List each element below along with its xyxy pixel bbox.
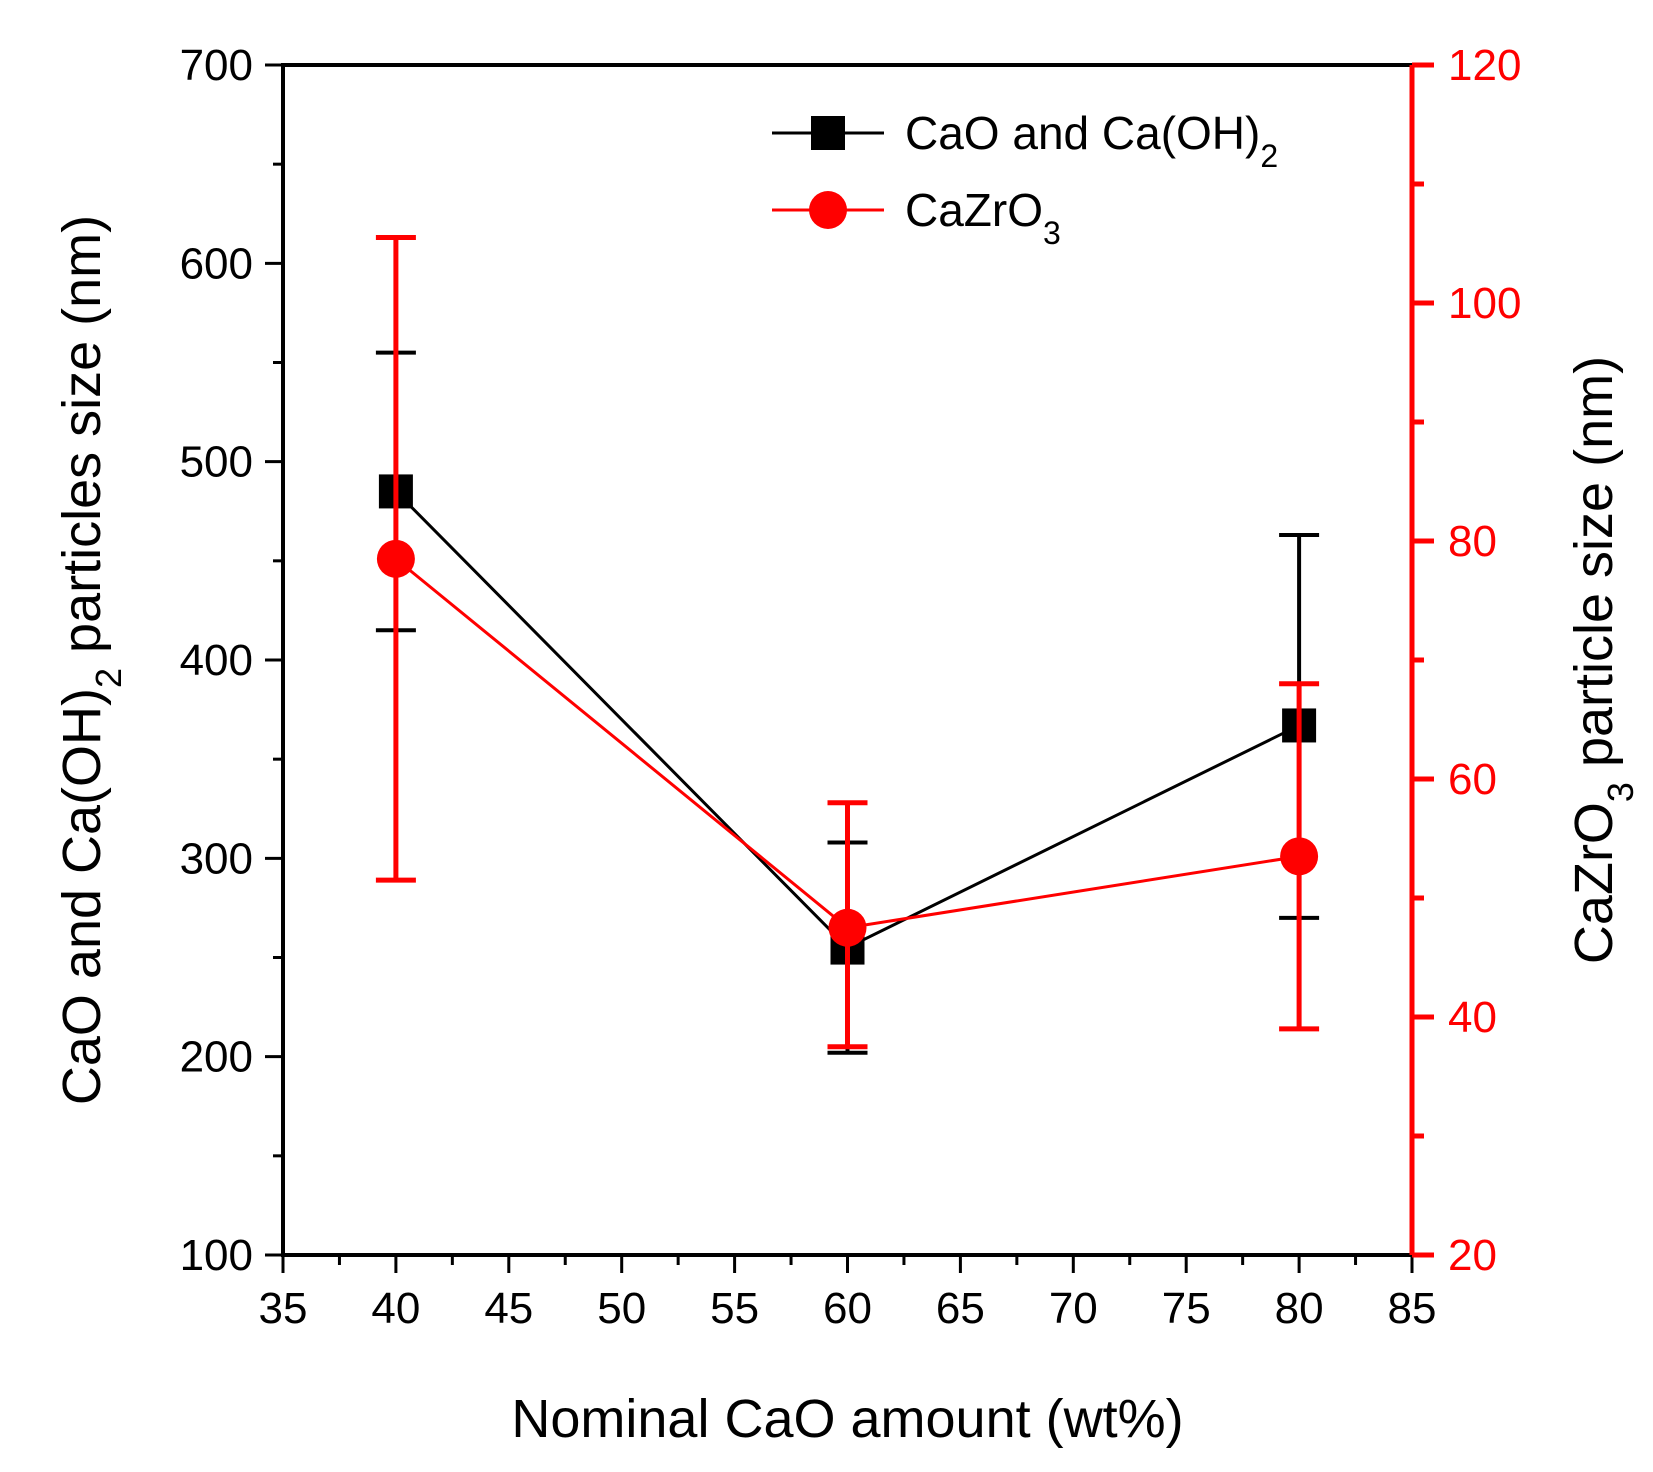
legend-cao-label-sub: 2 (1260, 138, 1278, 174)
x-tick-label: 80 (1275, 1284, 1324, 1333)
right-y-title-post: particle size (nm) (1564, 356, 1624, 782)
left-y-axis-title: CaO and Ca(OH)2 particles size (nm) (52, 215, 129, 1105)
left-y-tick-label: 600 (180, 239, 253, 288)
right-y-tick-label: 40 (1448, 993, 1497, 1042)
x-tick-label: 75 (1162, 1284, 1211, 1333)
data-point-circle-cazro3 (376, 539, 415, 578)
x-tick-label: 50 (597, 1284, 646, 1333)
right-y-tick-label: 20 (1448, 1231, 1497, 1280)
series-cazro3 (375, 235, 1320, 1050)
legend-cazro3-label: CaZrO3 (905, 184, 1061, 251)
x-axis-title: Nominal CaO amount (wt%) (511, 1389, 1183, 1449)
right-y-axis-title: CaZrO3 particle size (nm) (1564, 356, 1641, 964)
x-tick-label: 60 (823, 1284, 872, 1333)
left-y-tick-label: 700 (180, 41, 253, 90)
legend: CaO and Ca(OH)2 CaZrO3 (772, 107, 1278, 251)
x-tick-label: 35 (259, 1284, 308, 1333)
left-y-tick-label: 500 (180, 438, 253, 487)
legend-cazro3-label-sub: 3 (1043, 215, 1061, 251)
left-y-tick-label: 100 (180, 1231, 253, 1280)
left-y-title-sub: 2 (88, 668, 129, 688)
left-y-tick-label: 300 (180, 834, 253, 883)
right-y-title-pre: CaZrO (1564, 802, 1624, 964)
right-y-tick-label: 120 (1448, 41, 1521, 90)
data-point-circle-cazro3 (828, 908, 867, 947)
x-tick-label: 45 (484, 1284, 533, 1333)
legend-cao-label-pre: CaO and Ca(OH) (905, 107, 1260, 159)
right-y-tick-label: 60 (1448, 755, 1497, 804)
x-tick-label: 65 (936, 1284, 985, 1333)
legend-cao-label: CaO and Ca(OH)2 (905, 107, 1278, 174)
x-tick-label: 55 (710, 1284, 759, 1333)
x-tick-label: 70 (1049, 1284, 1098, 1333)
x-tick-label: 40 (371, 1284, 420, 1333)
legend-cao-square-marker (811, 116, 845, 150)
legend-cazro3-circle-marker (809, 191, 847, 229)
right-y-tick-label: 100 (1448, 279, 1521, 328)
x-tick-label: 85 (1388, 1284, 1437, 1333)
left-y-title-pre: CaO and Ca(OH) (52, 688, 112, 1105)
right-y-tick-label: 80 (1448, 517, 1497, 566)
legend-cazro3-label-pre: CaZrO (905, 184, 1043, 236)
left-y-title-post: particles size (nm) (52, 215, 112, 668)
right-y-title-sub: 3 (1600, 782, 1641, 802)
left-y-tick-label: 400 (180, 636, 253, 685)
data-point-circle-cazro3 (1280, 837, 1319, 876)
left-y-tick-label: 200 (180, 1033, 253, 1082)
